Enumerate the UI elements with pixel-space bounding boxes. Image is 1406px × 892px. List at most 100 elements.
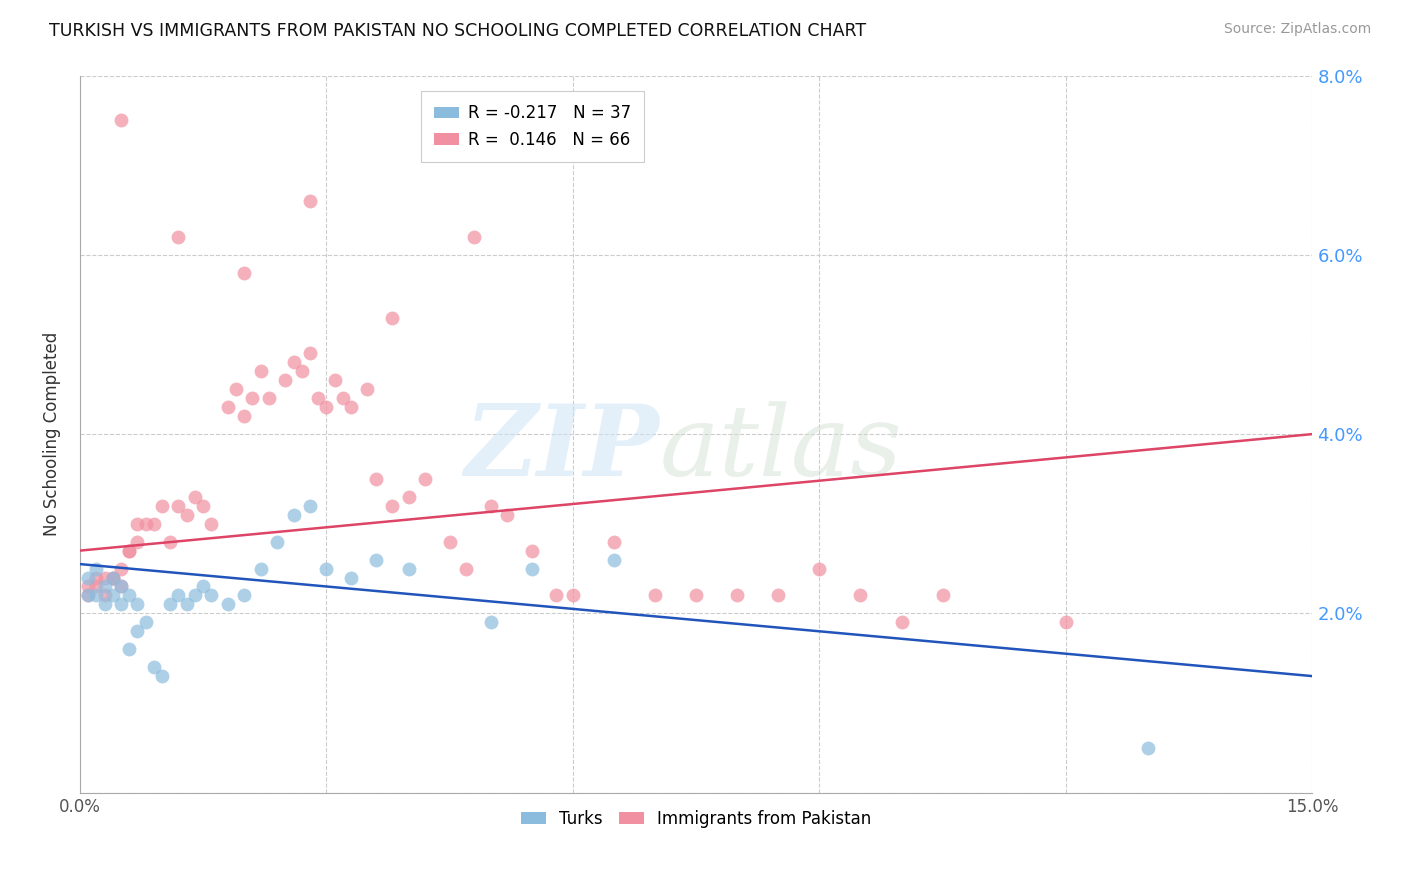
Point — [520, 543, 543, 558]
Point — [167, 499, 190, 513]
Point — [110, 579, 132, 593]
Point — [725, 589, 748, 603]
Point — [93, 579, 115, 593]
Point — [364, 552, 387, 566]
Point — [200, 589, 222, 603]
Point — [298, 194, 321, 208]
Point — [274, 373, 297, 387]
Point — [142, 660, 165, 674]
Point — [768, 589, 790, 603]
Point — [685, 589, 707, 603]
Point — [298, 346, 321, 360]
Point — [93, 570, 115, 584]
Point — [77, 579, 100, 593]
Point — [364, 472, 387, 486]
Text: TURKISH VS IMMIGRANTS FROM PAKISTAN NO SCHOOLING COMPLETED CORRELATION CHART: TURKISH VS IMMIGRANTS FROM PAKISTAN NO S… — [49, 22, 866, 40]
Point — [176, 508, 198, 522]
Point — [283, 355, 305, 369]
Point — [398, 561, 420, 575]
Text: atlas: atlas — [659, 401, 901, 496]
Point — [242, 391, 264, 405]
Point — [110, 598, 132, 612]
Legend: Turks, Immigrants from Pakistan: Turks, Immigrants from Pakistan — [513, 803, 879, 835]
Point — [200, 516, 222, 531]
Point — [233, 589, 256, 603]
Point — [93, 589, 115, 603]
Point — [520, 561, 543, 575]
Point — [291, 364, 314, 378]
Point — [217, 598, 239, 612]
Point — [127, 598, 149, 612]
Point — [1137, 740, 1160, 755]
Point — [249, 561, 271, 575]
Point — [191, 499, 214, 513]
Point — [849, 589, 872, 603]
Point — [332, 391, 354, 405]
Point — [118, 589, 141, 603]
Point — [118, 543, 141, 558]
Point — [603, 534, 626, 549]
Point — [159, 534, 181, 549]
Point — [93, 598, 115, 612]
Text: Source: ZipAtlas.com: Source: ZipAtlas.com — [1223, 22, 1371, 37]
Point — [257, 391, 280, 405]
Point — [135, 516, 157, 531]
Point — [101, 570, 124, 584]
Point — [323, 373, 346, 387]
Point — [110, 113, 132, 128]
Point — [217, 400, 239, 414]
Point — [135, 615, 157, 630]
Point — [127, 516, 149, 531]
Point — [463, 230, 485, 244]
Point — [84, 579, 107, 593]
Y-axis label: No Schooling Completed: No Schooling Completed — [44, 332, 60, 536]
Point — [315, 561, 337, 575]
Point — [561, 589, 583, 603]
Point — [381, 310, 404, 325]
Point — [454, 561, 477, 575]
Point — [340, 400, 363, 414]
Point — [381, 499, 404, 513]
Point — [191, 579, 214, 593]
Point — [249, 364, 271, 378]
Text: ZIP: ZIP — [464, 401, 659, 497]
Point — [266, 534, 288, 549]
Point — [931, 589, 953, 603]
Point — [110, 561, 132, 575]
Point — [1054, 615, 1077, 630]
Point — [225, 382, 247, 396]
Point — [77, 589, 100, 603]
Point — [398, 490, 420, 504]
Point — [142, 516, 165, 531]
Point — [184, 490, 207, 504]
Point — [283, 508, 305, 522]
Point — [101, 589, 124, 603]
Point — [84, 589, 107, 603]
Point — [644, 589, 666, 603]
Point — [150, 499, 173, 513]
Point — [77, 570, 100, 584]
Point — [479, 615, 502, 630]
Point — [118, 543, 141, 558]
Point — [233, 266, 256, 280]
Point — [340, 570, 363, 584]
Point — [84, 570, 107, 584]
Point — [233, 409, 256, 424]
Point — [315, 400, 337, 414]
Point — [496, 508, 519, 522]
Point — [150, 669, 173, 683]
Point — [479, 499, 502, 513]
Point — [546, 589, 568, 603]
Point — [101, 570, 124, 584]
Point — [184, 589, 207, 603]
Point — [298, 499, 321, 513]
Point — [439, 534, 461, 549]
Point — [176, 598, 198, 612]
Point — [77, 589, 100, 603]
Point — [356, 382, 378, 396]
Point — [890, 615, 912, 630]
Point — [101, 570, 124, 584]
Point — [307, 391, 329, 405]
Point — [808, 561, 831, 575]
Point — [167, 230, 190, 244]
